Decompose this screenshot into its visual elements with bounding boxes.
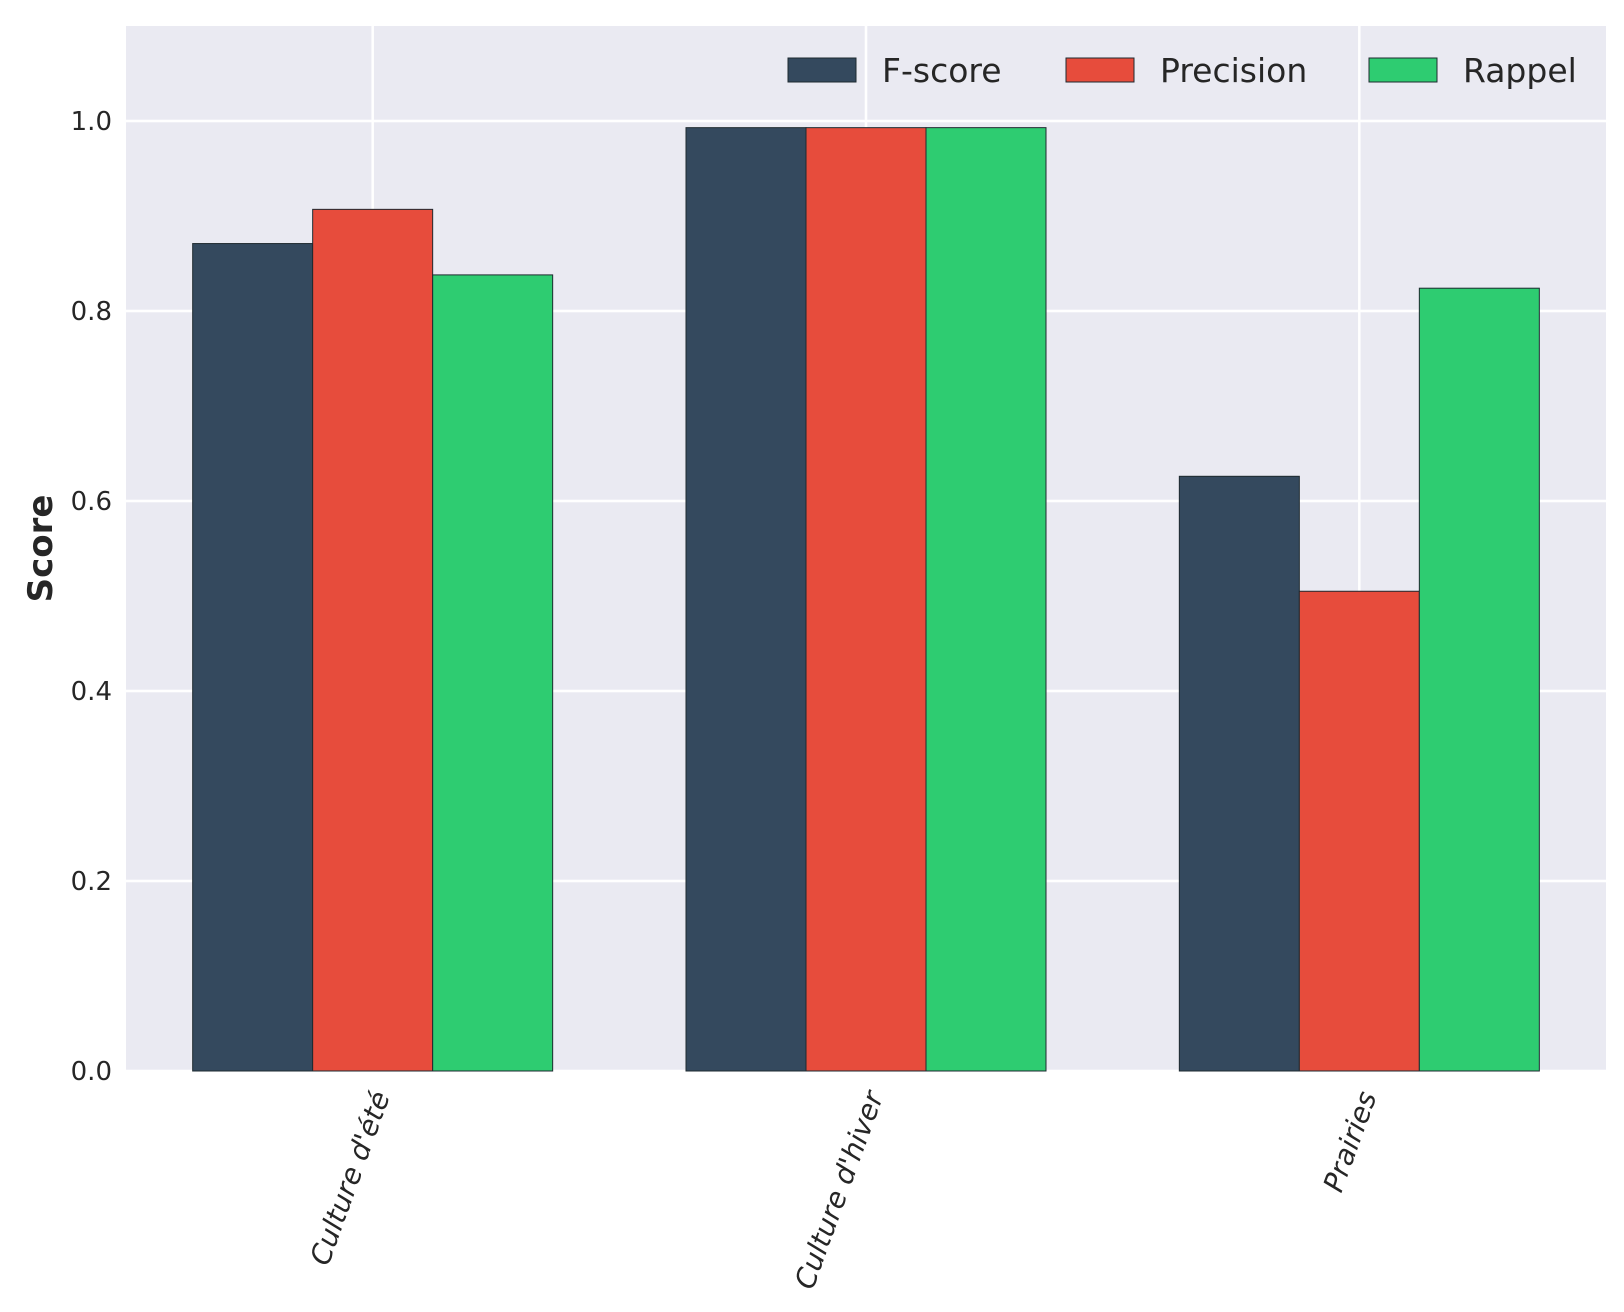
legend-label: Precision bbox=[1160, 51, 1307, 90]
bar-precision-1 bbox=[312, 208, 434, 1072]
bar-rappel-2 bbox=[925, 127, 1047, 1072]
legend-swatch bbox=[787, 57, 857, 83]
y-tick-label: 0.6 bbox=[71, 487, 112, 517]
y-axis-title: Score bbox=[21, 495, 61, 603]
bars bbox=[192, 127, 1540, 1072]
bar-f-score-1 bbox=[192, 243, 314, 1072]
bar-rappel-1 bbox=[432, 274, 554, 1072]
y-tick-label: 0.0 bbox=[71, 1057, 112, 1087]
x-category-label: Prairies bbox=[1317, 1087, 1384, 1196]
legend-swatch bbox=[1368, 57, 1438, 83]
x-category-label: Culture d'hiver bbox=[788, 1085, 891, 1293]
legend-item-precision: Precision bbox=[1065, 51, 1307, 90]
legend-label: F-score bbox=[882, 51, 1002, 90]
bar-precision-2 bbox=[805, 127, 927, 1072]
bar-precision-3 bbox=[1298, 590, 1420, 1072]
y-tick-label: 0.8 bbox=[71, 297, 112, 327]
y-tick-label: 0.2 bbox=[71, 867, 112, 897]
x-axis-ticks: Culture d'été Culture d'hiver Prairies bbox=[303, 1085, 1383, 1293]
legend: F-score Precision Rappel bbox=[787, 51, 1577, 90]
legend-label: Rappel bbox=[1463, 51, 1577, 90]
bar-f-score-2 bbox=[685, 127, 807, 1072]
y-tick-label: 0.4 bbox=[71, 677, 112, 707]
legend-item-f-score: F-score bbox=[787, 51, 1002, 90]
x-category-label: Culture d'été bbox=[303, 1087, 396, 1270]
y-axis-ticks: 0.0 0.2 0.4 0.6 0.8 1.0 bbox=[71, 107, 112, 1087]
bar-rappel-3 bbox=[1418, 287, 1540, 1072]
legend-item-rappel: Rappel bbox=[1368, 51, 1577, 90]
y-tick-label: 1.0 bbox=[71, 107, 112, 137]
legend-swatch bbox=[1065, 57, 1135, 83]
bar-f-score-3 bbox=[1178, 475, 1300, 1072]
